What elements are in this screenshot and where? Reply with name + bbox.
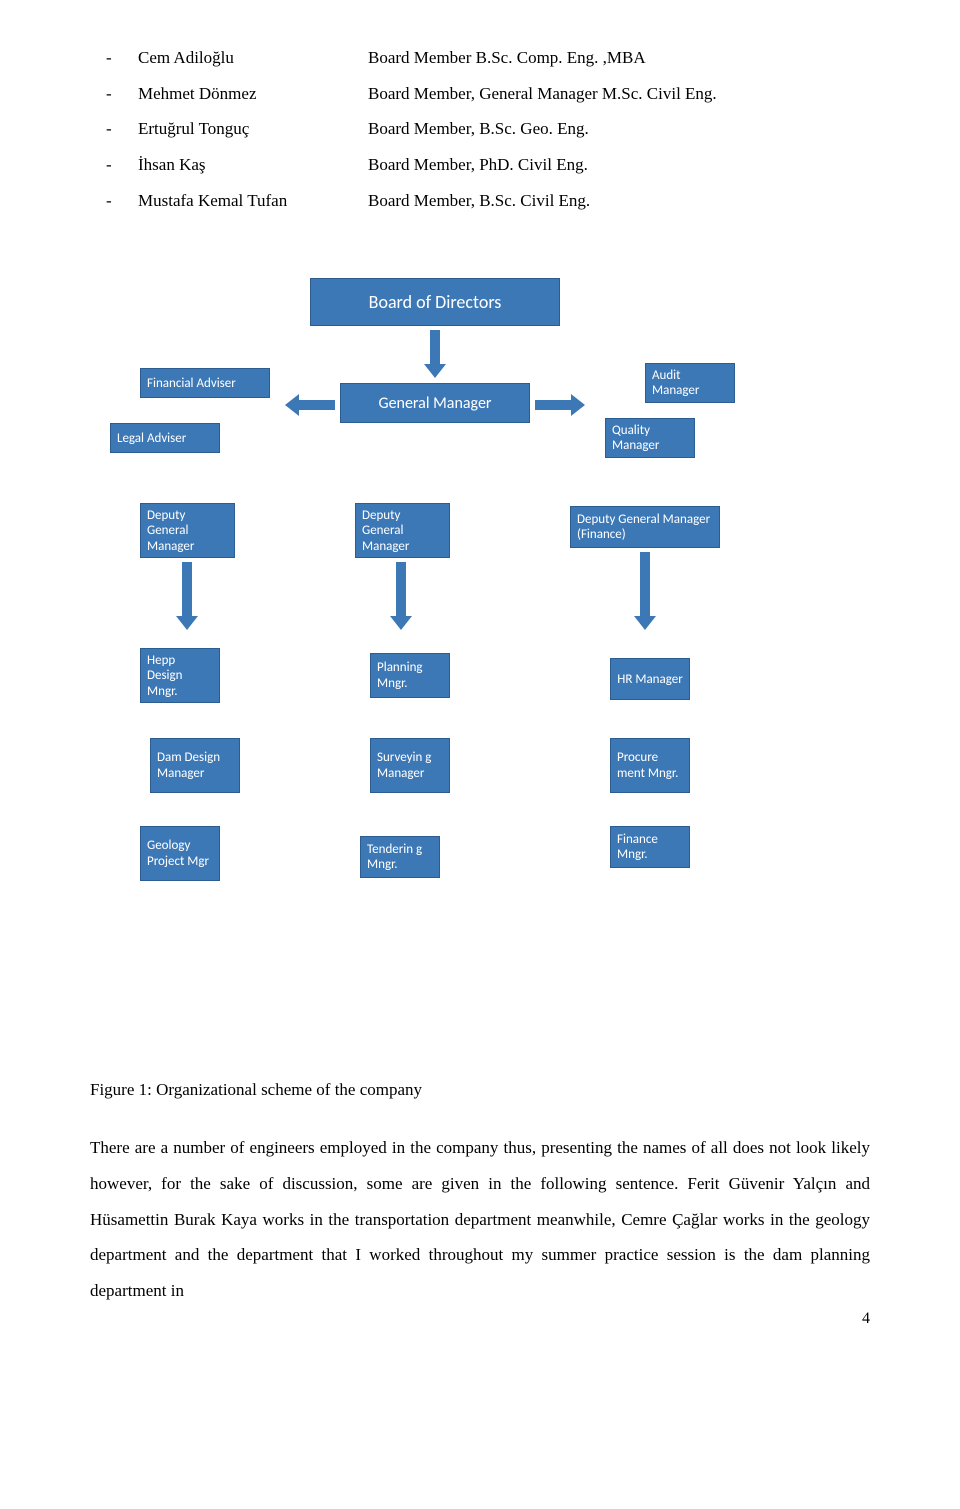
- node-label: Audit Manager: [652, 368, 728, 399]
- member-title: Board Member, General Manager M.Sc. Civi…: [368, 76, 870, 112]
- node-label: Deputy General Manager: [147, 508, 228, 555]
- page-number: 4: [862, 1308, 870, 1330]
- node-deputy-gm-2: Deputy General Manager: [355, 503, 450, 558]
- board-member-list: - Cem Adiloğlu Board Member B.Sc. Comp. …: [90, 40, 870, 218]
- node-general-manager: General Manager: [340, 383, 530, 423]
- node-label: Deputy General Manager: [362, 508, 443, 555]
- node-surveying: Surveyin g Manager: [370, 738, 450, 793]
- board-row: - Cem Adiloğlu Board Member B.Sc. Comp. …: [90, 40, 870, 76]
- node-board-of-directors: Board of Directors: [310, 278, 560, 326]
- node-label: Finance Mngr.: [617, 832, 683, 863]
- member-title: Board Member, B.Sc. Civil Eng.: [368, 183, 870, 219]
- board-row: - İhsan Kaş Board Member, PhD. Civil Eng…: [90, 147, 870, 183]
- node-deputy-gm-1: Deputy General Manager: [140, 503, 235, 558]
- board-row: - Mustafa Kemal Tufan Board Member, B.Sc…: [90, 183, 870, 219]
- node-label: Legal Adviser: [117, 431, 186, 447]
- node-audit-manager: Audit Manager: [645, 363, 735, 403]
- node-label: Deputy General Manager (Finance): [577, 512, 713, 543]
- node-label: Hepp Design Mngr.: [147, 653, 213, 700]
- node-deputy-gm-finance: Deputy General Manager (Finance): [570, 506, 720, 548]
- member-title: Board Member B.Sc. Comp. Eng. ,MBA: [368, 40, 870, 76]
- member-name: İhsan Kaş: [138, 147, 368, 183]
- member-name: Ertuğrul Tonguç: [138, 111, 368, 147]
- arrow-right-icon: [535, 394, 585, 416]
- node-label: Tenderin g Mngr.: [367, 842, 433, 873]
- node-geology: Geology Project Mgr: [140, 826, 220, 881]
- board-row: - Mehmet Dönmez Board Member, General Ma…: [90, 76, 870, 112]
- node-label: Quality Manager: [612, 423, 688, 454]
- node-label: Surveyin g Manager: [377, 750, 443, 781]
- node-label: Planning Mngr.: [377, 660, 443, 691]
- node-label: General Manager: [379, 394, 492, 413]
- board-row: - Ertuğrul Tonguç Board Member, B.Sc. Ge…: [90, 111, 870, 147]
- node-label: Board of Directors: [369, 292, 502, 314]
- member-name: Cem Adiloğlu: [138, 40, 368, 76]
- node-hepp-design: Hepp Design Mngr.: [140, 648, 220, 703]
- list-dash: -: [90, 183, 138, 219]
- node-procurement: Procure ment Mngr.: [610, 738, 690, 793]
- node-label: HR Manager: [617, 672, 683, 688]
- node-finance: Finance Mngr.: [610, 826, 690, 868]
- node-hr: HR Manager: [610, 658, 690, 700]
- node-dam-design: Dam Design Manager: [150, 738, 240, 793]
- node-label: Financial Adviser: [147, 376, 236, 392]
- node-financial-adviser: Financial Adviser: [140, 368, 270, 398]
- member-name: Mehmet Dönmez: [138, 76, 368, 112]
- node-label: Geology Project Mgr: [147, 838, 213, 869]
- list-dash: -: [90, 76, 138, 112]
- node-label: Procure ment Mngr.: [617, 750, 683, 781]
- node-planning: Planning Mngr.: [370, 653, 450, 698]
- node-legal-adviser: Legal Adviser: [110, 423, 220, 453]
- arrow-down-icon: [176, 562, 198, 630]
- arrow-down-icon: [424, 330, 446, 378]
- arrow-down-icon: [634, 552, 656, 630]
- list-dash: -: [90, 111, 138, 147]
- figure-caption: Figure 1: Organizational scheme of the c…: [90, 1078, 870, 1102]
- member-name: Mustafa Kemal Tufan: [138, 183, 368, 219]
- list-dash: -: [90, 40, 138, 76]
- body-paragraph: There are a number of engineers employed…: [90, 1130, 870, 1308]
- member-title: Board Member, B.Sc. Geo. Eng.: [368, 111, 870, 147]
- member-title: Board Member, PhD. Civil Eng.: [368, 147, 870, 183]
- org-chart: Board of Directors Financial Adviser Leg…: [90, 278, 870, 998]
- arrow-down-icon: [390, 562, 412, 630]
- node-tendering: Tenderin g Mngr.: [360, 836, 440, 878]
- node-quality-manager: Quality Manager: [605, 418, 695, 458]
- node-label: Dam Design Manager: [157, 750, 233, 781]
- list-dash: -: [90, 147, 138, 183]
- arrow-left-icon: [285, 394, 335, 416]
